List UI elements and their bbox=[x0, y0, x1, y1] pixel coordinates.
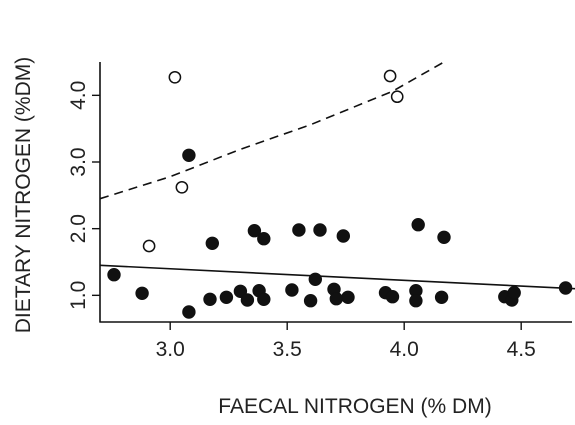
y-tick-label: 3.0 bbox=[67, 147, 90, 176]
filled-circle-point bbox=[411, 217, 425, 232]
filled-circle-point bbox=[409, 294, 423, 308]
filled-circle-point bbox=[558, 281, 573, 295]
filled-circle-point bbox=[292, 223, 306, 237]
filled-circle-point bbox=[257, 231, 271, 246]
filled-circle-point bbox=[437, 230, 451, 245]
filled-circle-point bbox=[182, 148, 196, 163]
open-circle-point bbox=[142, 239, 156, 253]
dashed-fit-line bbox=[99, 61, 445, 200]
filled-circle-point bbox=[135, 286, 149, 301]
open-circle-point bbox=[390, 90, 404, 104]
open-circle-point bbox=[175, 180, 189, 194]
x-tick-label: 3.5 bbox=[273, 338, 302, 361]
tick-labels: 3.0 3.5 4.0 4.5 1.0 2.0 3.0 4.0 bbox=[67, 81, 536, 361]
open-circle-point bbox=[383, 69, 397, 83]
axes bbox=[92, 62, 572, 330]
filled-circle-point bbox=[219, 290, 234, 305]
filled-circle-point bbox=[240, 293, 255, 307]
x-axis-label: FAECAL NITROGEN (% DM) bbox=[218, 395, 491, 418]
filled-circle-point bbox=[257, 292, 271, 307]
y-tick-label: 4.0 bbox=[67, 81, 90, 110]
fit-lines bbox=[99, 61, 575, 290]
y-axis-label: DIETARY NITROGEN (%DM) bbox=[12, 57, 35, 334]
filled-circle-point bbox=[329, 292, 344, 306]
filled-circle-point bbox=[308, 272, 323, 287]
solid-fit-line bbox=[99, 264, 575, 290]
x-tick-label: 3.0 bbox=[156, 338, 185, 361]
data-points bbox=[107, 69, 573, 319]
x-tick-label: 4.5 bbox=[507, 338, 536, 361]
y-tick-label: 2.0 bbox=[67, 214, 90, 243]
filled-circle-point bbox=[285, 283, 299, 297]
filled-circle-point bbox=[107, 268, 121, 282]
filled-circle-point bbox=[507, 286, 521, 300]
filled-circle-point bbox=[434, 290, 449, 305]
filled-circle-point bbox=[203, 292, 217, 307]
filled-circle-point bbox=[205, 236, 220, 251]
open-circle-point bbox=[168, 70, 182, 84]
filled-circle-point bbox=[341, 290, 355, 305]
filled-circle-point bbox=[336, 229, 351, 243]
x-tick-label: 4.0 bbox=[390, 338, 419, 361]
filled-circle-point bbox=[247, 223, 262, 238]
y-tick-label: 1.0 bbox=[67, 281, 90, 310]
filled-circle-point bbox=[303, 294, 318, 308]
filled-circle-point bbox=[313, 223, 327, 237]
filled-circle-point bbox=[385, 290, 400, 304]
filled-circle-point bbox=[233, 284, 248, 299]
filled-circle-point bbox=[182, 305, 196, 319]
